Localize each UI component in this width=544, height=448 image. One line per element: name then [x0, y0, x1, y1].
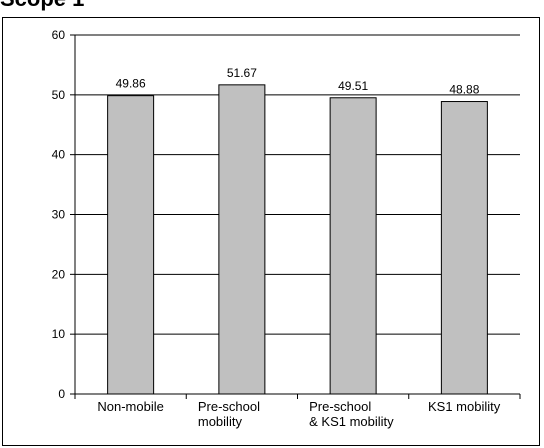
y-tick-label: 50 — [52, 88, 66, 102]
x-category-label-line: Pre-school — [198, 399, 260, 414]
y-tick-labels: 0 10 20 30 40 50 60 — [52, 28, 66, 401]
bar — [107, 95, 155, 395]
bar — [440, 101, 488, 395]
x-category-label: Pre-school & KS1 mobility — [309, 399, 394, 429]
data-label: 48.88 — [449, 83, 479, 97]
y-tick-label: 10 — [52, 327, 66, 341]
x-category-label-line: Non-mobile — [97, 399, 163, 414]
x-category-label: Non-mobile — [97, 399, 163, 414]
data-label: 49.86 — [116, 77, 146, 91]
y-tick-label: 60 — [52, 28, 66, 42]
x-category-label: KS1 mobility — [428, 399, 501, 414]
data-label: 49.51 — [338, 79, 368, 93]
axes — [70, 34, 521, 399]
y-tick-label: 20 — [52, 267, 66, 281]
data-label: 51.67 — [227, 66, 257, 80]
x-category-label-line: mobility — [198, 414, 243, 429]
y-tick-label: 30 — [52, 208, 66, 222]
y-tick-label: 0 — [58, 387, 65, 401]
bar — [218, 84, 266, 395]
x-category-label-line: Pre-school — [309, 399, 371, 414]
data-labels: 49.86 51.67 49.51 48.88 — [116, 66, 480, 97]
page-title: Scope 1 — [0, 0, 84, 10]
x-category-label-line: & KS1 mobility — [309, 414, 394, 429]
bars — [107, 84, 488, 395]
x-category-label-line: KS1 mobility — [428, 399, 501, 414]
bar — [329, 97, 377, 395]
y-tick-label: 40 — [52, 148, 66, 162]
x-category-label: Pre-school mobility — [198, 399, 260, 429]
